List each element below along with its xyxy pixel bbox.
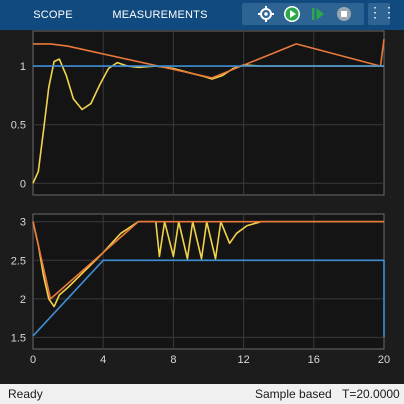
upper-y-tick-label: 0.5 (11, 120, 26, 132)
simulation-controls (242, 3, 364, 25)
upper-y-tick-label: 1 (20, 61, 26, 73)
settings-button[interactable] (256, 4, 276, 24)
more-options-button[interactable]: ⋮⋮ (368, 3, 396, 25)
lower-x-tick-label: 16 (308, 354, 320, 366)
plot-area: 0 0.5 1 1.5 2 2.5 3 0 4 8 12 16 20 (0, 30, 404, 384)
lower-x-tick-label: 20 (378, 354, 390, 366)
stop-button[interactable] (334, 4, 354, 24)
lower-x-tick-label: 4 (100, 354, 106, 366)
lower-x-tick-label: 0 (30, 354, 36, 366)
step-forward-button[interactable] (308, 4, 328, 24)
status-time: T=20.0000 (342, 387, 400, 401)
stop-icon (337, 7, 351, 21)
run-icon (284, 6, 300, 22)
status-ready: Ready (8, 387, 43, 401)
run-button[interactable] (282, 4, 302, 24)
lower-x-tick-label: 12 (237, 354, 249, 366)
lower-y-tick-label: 2.5 (11, 255, 26, 267)
scope-toolbar: SCOPE MEASUREMENTS (0, 0, 404, 30)
lower-y-tick-label: 3 (20, 217, 26, 229)
upper-plot-frame (32, 30, 385, 196)
lower-plot-frame (32, 213, 385, 350)
tab-measurements[interactable]: MEASUREMENTS (112, 9, 208, 21)
lower-y-tick-label: 2 (20, 294, 26, 306)
step-forward-icon (312, 8, 324, 20)
lower-x-tick-label: 8 (170, 354, 176, 366)
settings-icon (258, 6, 274, 22)
lower-series-blue (32, 259, 385, 338)
tab-scope[interactable]: SCOPE (33, 9, 73, 21)
status-bar: Ready Sample based T=20.0000 (0, 384, 404, 404)
scope-plots: 0 0.5 1 1.5 2 2.5 3 0 4 8 12 16 20 (11, 30, 390, 366)
lower-series-yellow (32, 220, 384, 308)
more-options-icon: ⋮⋮ (368, 4, 396, 20)
lower-series-orange (32, 220, 384, 300)
upper-y-tick-label: 0 (20, 178, 26, 190)
lower-y-tick-label: 1.5 (11, 332, 26, 344)
status-mode: Sample based (255, 387, 332, 401)
